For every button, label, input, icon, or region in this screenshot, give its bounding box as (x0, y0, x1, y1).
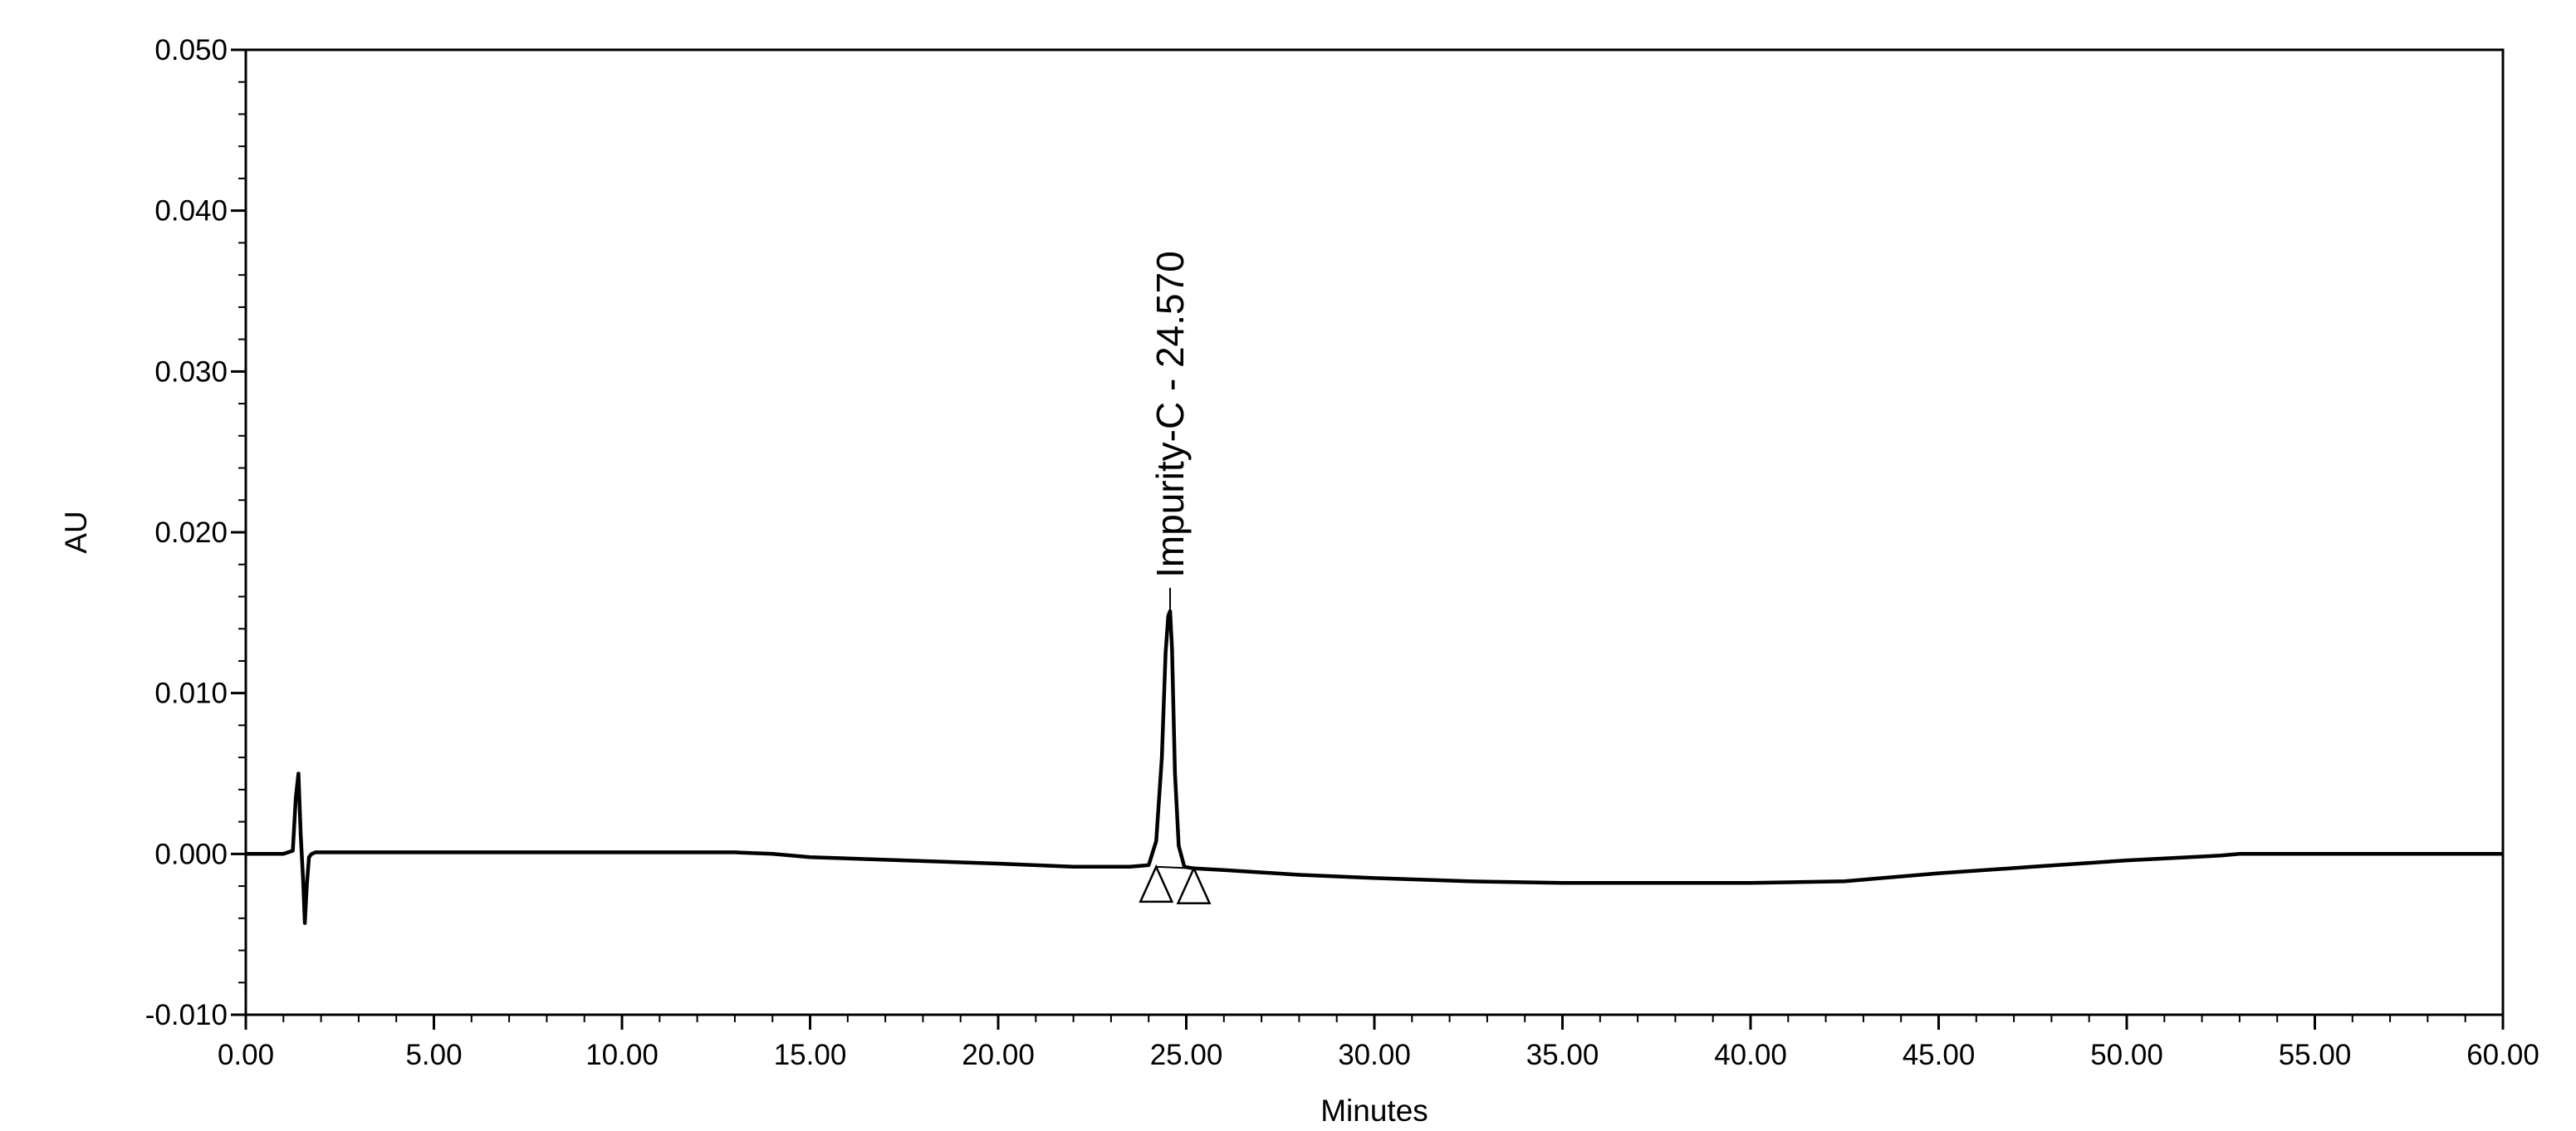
y-tick-label: -0.010 (145, 999, 228, 1031)
y-tick-label: 0.030 (154, 355, 228, 388)
y-axis: -0.010 0.000 0.010 0.020 0.030 0.040 0.050 (145, 34, 246, 1031)
peak-start-marker (1139, 864, 1174, 903)
x-tick-label: 35.00 (1526, 1039, 1599, 1071)
peak-baseline (1156, 865, 1194, 869)
y-tick-label: 0.040 (154, 195, 228, 228)
x-tick-label: 60.00 (2466, 1039, 2539, 1071)
y-tick-label: 0.000 (154, 838, 228, 870)
x-axis-label: Minutes (1320, 1094, 1428, 1128)
x-tick-label: 30.00 (1338, 1039, 1411, 1071)
peak-label: Impurity-C - 24.570 (1148, 251, 1192, 578)
y-minor-ticks (238, 81, 246, 984)
chromatogram-trace (246, 609, 2503, 925)
x-tick-label: 20.00 (962, 1039, 1035, 1071)
x-tick-label: 50.00 (2090, 1039, 2163, 1071)
y-tick-label: 0.010 (154, 678, 228, 710)
x-axis: 0.00 5.00 10.00 15.00 20.00 25.00 30.00 35.00 40… (218, 1015, 2539, 1071)
y-tick-label: 0.050 (154, 34, 228, 66)
x-tick-label: 5.00 (405, 1039, 462, 1071)
x-tick-label: 15.00 (774, 1039, 847, 1071)
x-tick-label: 25.00 (1150, 1039, 1223, 1071)
peak-markers: Impurity-C - 24.570 (1139, 251, 1212, 905)
x-tick-label: 55.00 (2279, 1039, 2352, 1071)
x-minor-ticks (282, 1015, 2466, 1022)
x-tick-label: 10.00 (585, 1039, 659, 1071)
y-tick-label: 0.020 (154, 517, 228, 549)
x-tick-label: 40.00 (1714, 1039, 1787, 1071)
plot-area-frame (244, 48, 2505, 1016)
y-axis-label: AU (59, 511, 93, 553)
x-tick-label: 0.00 (218, 1039, 274, 1071)
x-tick-label: 45.00 (1903, 1039, 1976, 1071)
peak-end-marker (1176, 865, 1212, 905)
